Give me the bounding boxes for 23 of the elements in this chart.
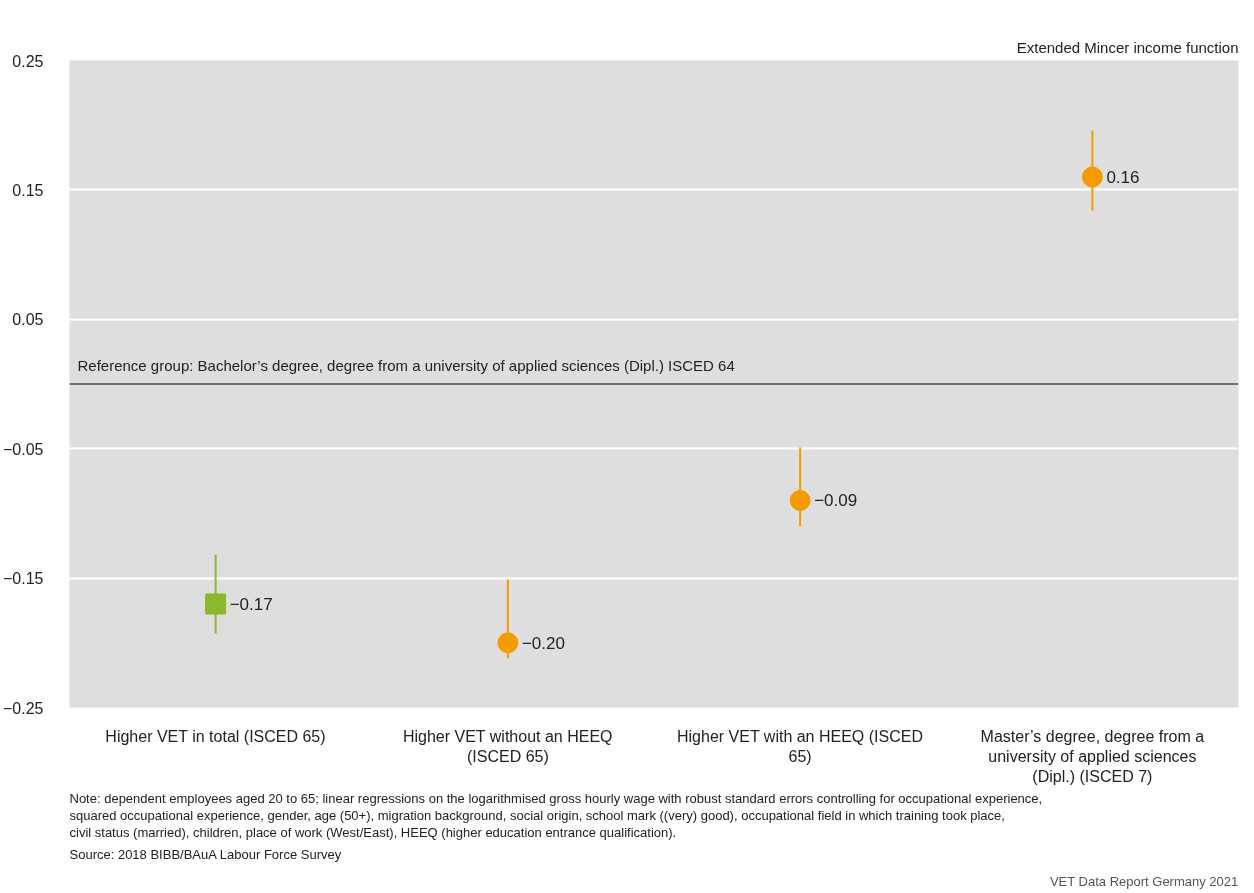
y-tick-label: 0.25 xyxy=(12,52,44,70)
ref-line-label: Reference group: Bachelor’s degree, degree from a university of applied sciences (Dipl.) ISCED 64 xyxy=(77,357,735,374)
point xyxy=(497,632,519,654)
y-tick-label: −0.15 xyxy=(3,570,44,588)
text: Extended Mincer income function xyxy=(1016,38,1239,56)
data-label: 0.16 xyxy=(1106,167,1140,187)
x-tick-label: Higher VET without an HEEQ (ISCED 65) xyxy=(402,727,613,765)
x-tick-label: Higher VET in total (ISCED 65) xyxy=(105,727,326,745)
text: Note: dependent employees aged 20 to 65; linear regressions on the logarithmised gross hourly wage with robust standard errors controlling for occupational experience, squared occupational experience, gender, age (50+), migration background, social origin, school mark ((very) good), occupational field in which training took place, civil status (married), children, place of work (West/East), HEEQ (higher education entrance qualification). xyxy=(69,790,1043,840)
y-tick-label: 0.05 xyxy=(12,311,44,329)
y-tick-label: 0.15 xyxy=(12,181,44,199)
point xyxy=(205,593,227,615)
text: VET Data Report Germany 2021 xyxy=(1049,873,1239,889)
source-note: Source: 2018 BIBB/BAuA Labour Force Survey xyxy=(69,846,342,862)
point xyxy=(789,489,811,511)
x-tick-label: Master’s degree, degree from a university of applied sciences (Dipl.) (ISCED 7) xyxy=(980,727,1205,786)
data-label: −0.09 xyxy=(814,491,858,511)
data-label: −0.17 xyxy=(229,594,273,614)
point xyxy=(1081,166,1103,188)
x-tick-label: Higher VET with an HEEQ (ISCED 65) xyxy=(676,727,923,765)
data-label: −0.20 xyxy=(521,633,565,653)
y-tick-label: −0.05 xyxy=(3,440,44,458)
y-tick-label: −0.25 xyxy=(3,699,44,717)
